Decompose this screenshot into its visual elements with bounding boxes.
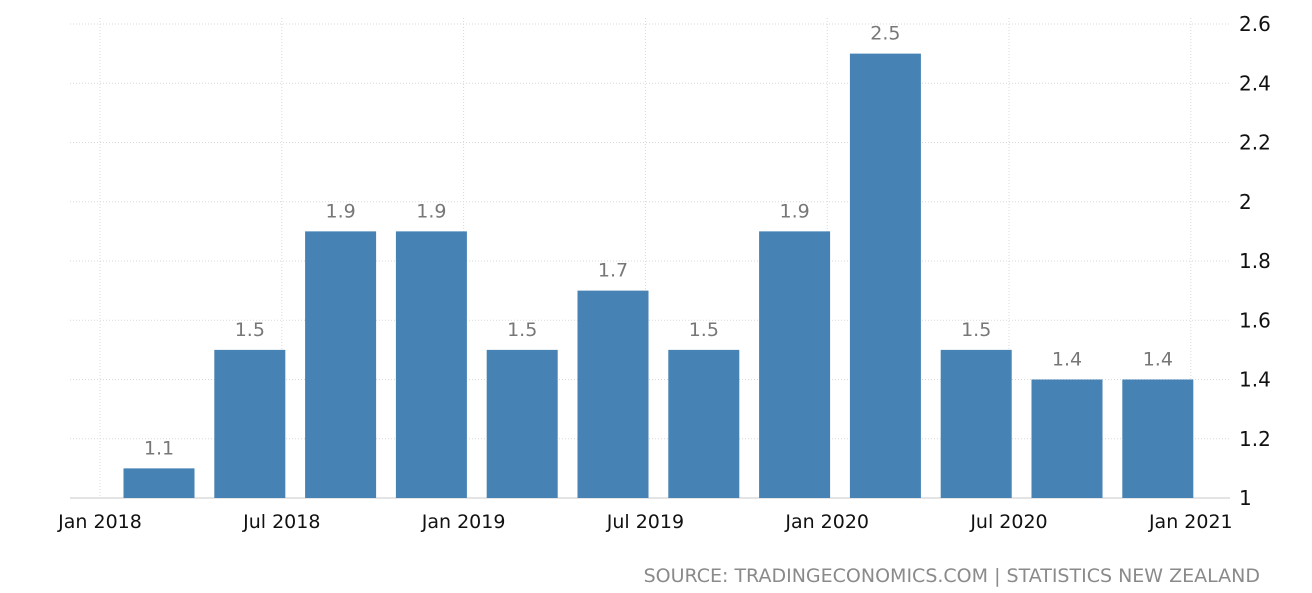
y-tick-label: 1.2	[1239, 427, 1271, 451]
bar	[577, 290, 649, 498]
y-tick-label: 2.6	[1239, 12, 1271, 36]
x-axis: Jan 2018 Jul 2018 Jan 2019 Jul 2019 Jan 2020…	[57, 511, 1232, 533]
y-tick-label: 1.6	[1239, 308, 1271, 332]
y-tick-label: 1.8	[1239, 249, 1271, 273]
bar	[214, 349, 286, 498]
value-label: 1.5	[961, 319, 991, 341]
source-note: SOURCE: TRADINGECONOMICS.COM | STATISTIC…	[644, 565, 1260, 587]
y-tick-label: 2.4	[1239, 71, 1271, 95]
x-tick-label: Jan 2020	[784, 511, 869, 533]
value-label: 2.5	[870, 23, 900, 45]
bar	[305, 231, 377, 498]
x-tick-label: Jul 2018	[242, 511, 320, 533]
value-label: 1.9	[779, 200, 809, 222]
x-tick-label: Jan 2019	[421, 511, 506, 533]
x-tick-label: Jul 2020	[969, 511, 1047, 533]
value-label: 1.5	[235, 319, 265, 341]
bar	[1122, 379, 1194, 498]
bar	[849, 53, 921, 498]
y-tick-label: 1	[1239, 486, 1252, 510]
bar-layer	[123, 53, 1194, 498]
value-label: 1.7	[598, 260, 628, 282]
x-tick-label: Jan 2021	[1148, 511, 1233, 533]
value-label: 1.5	[689, 319, 719, 341]
x-tick-label: Jul 2019	[606, 511, 684, 533]
value-label: 1.9	[325, 200, 355, 222]
value-label: 1.9	[416, 200, 446, 222]
bar	[395, 231, 467, 498]
bar	[940, 349, 1012, 498]
bar	[123, 468, 195, 498]
bar	[1031, 379, 1103, 498]
bar	[668, 349, 740, 498]
value-label: 1.5	[507, 319, 537, 341]
value-label: 1.4	[1052, 349, 1082, 371]
y-axis: 1 1.2 1.4 1.6 1.8 2 2.2 2.4 2.6	[1239, 12, 1271, 510]
bar	[759, 231, 831, 498]
value-label: 1.1	[144, 437, 174, 459]
bar	[486, 349, 558, 498]
x-tick-label: Jan 2018	[57, 511, 142, 533]
value-label: 1.4	[1143, 349, 1173, 371]
y-tick-label: 2	[1239, 190, 1252, 214]
y-tick-label: 1.4	[1239, 368, 1271, 392]
value-label-layer: 1.1 1.5 1.9 1.9 1.5 1.7 1.5 1.9 2.5 1.5 1.4 1.4	[144, 23, 1173, 460]
y-tick-label: 2.2	[1239, 131, 1271, 155]
